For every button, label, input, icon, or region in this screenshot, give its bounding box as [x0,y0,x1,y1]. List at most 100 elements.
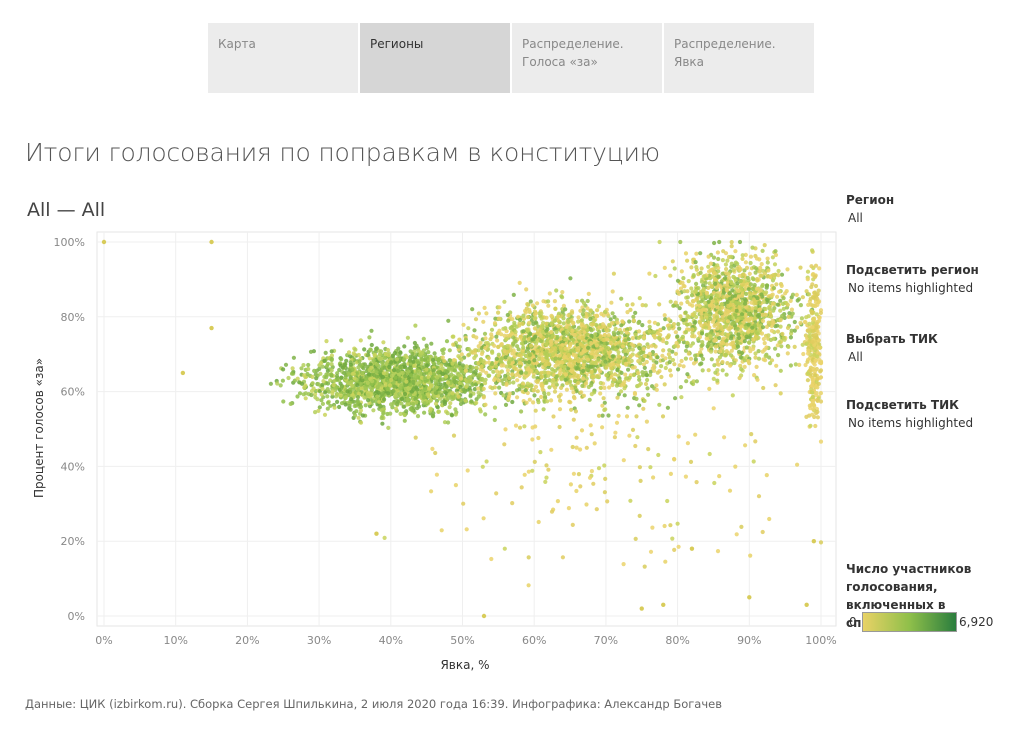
scatter-point [494,334,499,339]
scatter-point [457,344,463,349]
scatter-point [606,413,611,418]
scatter-point [676,322,681,327]
tab-map[interactable]: Карта [208,23,358,93]
scatter-point [569,407,574,412]
scatter-point [774,363,779,368]
scatter-point [715,305,720,310]
scatter-point [344,358,349,363]
scatter-point [501,326,506,331]
scatter-point [685,372,690,377]
scatter-point [487,373,492,378]
scatter-point [605,373,610,378]
scatter-point [601,396,606,401]
scatter-point [458,401,464,406]
scatter-point [405,397,410,402]
scatter-point [420,389,425,394]
scatter-point [564,387,570,392]
scatter-point [637,403,642,408]
scatter-point [723,262,729,267]
scatter-point [329,368,334,373]
scatter-point [620,319,625,324]
scatter-point [686,315,692,320]
tab-distribution-votes[interactable]: Распределение. Голоса «за» [512,23,662,93]
scatter-point [424,355,429,360]
scatter-point [583,324,588,329]
scatter-point [681,364,686,369]
scatter-point [721,341,726,346]
scatter-point [324,375,329,380]
scatter-point [574,328,579,333]
scatter-point [576,319,581,324]
scatter-point [348,362,353,367]
scatter-point [715,293,720,298]
scatter-point [672,362,677,367]
scatter-point [735,344,741,349]
tab-distribution-turnout[interactable]: Распределение. Явка [664,23,814,93]
tab-regions[interactable]: Регионы [360,23,510,93]
scatter-point [463,368,468,373]
scatter-point [700,368,705,373]
scatter-point [297,391,303,396]
scatter-point [329,372,334,377]
scatter-point [616,360,622,365]
scatter-point [381,371,386,376]
scatter-point [769,328,775,333]
scatter-point [726,272,731,277]
scatter-point [468,375,473,380]
scatter-point [764,345,769,350]
scatter-point [506,318,511,323]
scatter-point [808,423,813,428]
scatter-point [750,276,755,281]
scatter-point [449,413,455,418]
scatter-point [579,323,584,328]
scatter-point [428,406,433,411]
scatter-point [576,315,581,320]
scatter-point [785,325,791,330]
scatter-point [387,383,393,388]
scatter-point [496,310,501,315]
scatter-point [539,352,544,357]
scatter-point [348,375,353,380]
scatter-point [640,323,645,328]
scatter-point [800,295,806,300]
scatter-point [637,374,642,379]
scatter-point [589,370,594,375]
scatter-point [687,302,693,307]
scatter-point [781,296,786,301]
scatter-point [441,347,446,352]
scatter-point [611,271,617,276]
scatter-point [559,360,565,365]
scatter-point [636,320,641,325]
scatter-point [625,310,630,315]
scatter-point [395,368,401,373]
scatter-point [360,371,365,376]
scatter-point [563,377,568,382]
scatter-point [464,364,469,369]
scatter-point [457,337,462,342]
scatter-point [351,371,356,376]
scatter-point [348,354,353,359]
scatter-point [693,357,698,362]
scatter-point [751,346,756,351]
scatter-point [334,374,340,379]
scatter-point [408,354,413,359]
scatter-point [510,399,515,405]
scatter-point [417,380,422,385]
scatter-point [350,367,355,372]
scatter-point [694,281,699,286]
scatter-point [387,365,392,370]
scatter-point [422,410,427,415]
scatter-point [458,384,463,390]
scatter-point [673,330,678,335]
scatter-point [775,294,780,299]
scatter-point [630,365,635,370]
scatter-point [416,404,422,409]
scatter-point [575,365,580,371]
scatter-point [589,361,594,366]
scatter-point [455,385,460,390]
scatter-point [489,362,494,367]
scatter-point [402,344,407,349]
scatter-point [445,369,450,374]
scatter-point [339,375,344,380]
scatter-point [718,349,723,354]
